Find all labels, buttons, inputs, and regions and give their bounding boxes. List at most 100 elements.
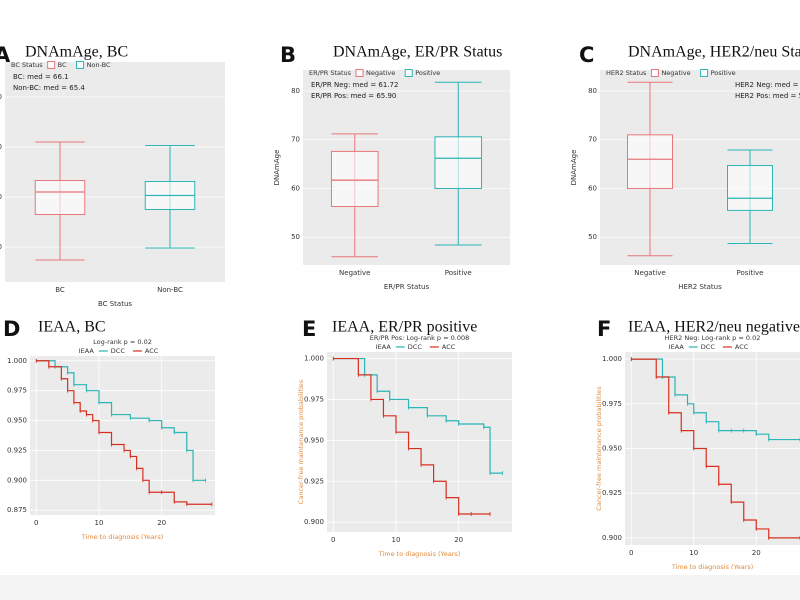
legend-label: BC	[58, 61, 67, 69]
x-tick-label: BC	[55, 286, 65, 294]
y-tick-label: 0.900	[7, 476, 27, 484]
survival-curve	[631, 358, 800, 539]
y-tick-label: 70	[0, 143, 2, 151]
y-tick-label: 0.875	[7, 506, 27, 514]
plot-background	[327, 352, 512, 532]
legend-title: IEAA	[376, 343, 392, 351]
y-tick-label: 0.975	[7, 387, 27, 395]
y-axis-label: DNAmAge	[273, 150, 281, 186]
box	[434, 136, 483, 189]
panel-title: DNAmAge, ER/PR Status	[333, 44, 502, 61]
y-tick-label: 0.950	[304, 436, 324, 444]
x-axis-label: Time to diagnosis (Years)	[671, 563, 754, 571]
y-tick-label: 50	[0, 243, 2, 251]
subtitle: Log-rank p = 0.02	[93, 338, 152, 346]
legend-title: IEAA	[669, 343, 685, 351]
x-tick-label: 10	[689, 549, 698, 557]
x-axis-label: BC Status	[98, 300, 132, 308]
y-tick-label: 1.000	[7, 357, 27, 365]
y-tick-label: 0.975	[304, 395, 324, 403]
y-tick-label: 1.000	[602, 355, 622, 363]
legend-label: Non-BC	[87, 61, 111, 69]
survival-curve	[36, 360, 206, 481]
legend-label: DCC	[111, 347, 126, 355]
annotation: ER/PR Neg: med = 61.72	[311, 81, 398, 89]
legend-title: IEAA	[79, 347, 95, 355]
x-axis-label: HER2 Status	[678, 283, 722, 291]
panel-letter: D	[3, 317, 20, 341]
y-tick-label: 0.950	[602, 445, 622, 453]
legend-swatch	[47, 61, 56, 69]
x-tick-label: Positive	[737, 269, 764, 277]
panel-title: IEAA, ER/PR positive	[332, 319, 477, 336]
legend-label: Negative	[661, 69, 690, 77]
x-tick-label: Negative	[634, 269, 665, 277]
x-tick-label: 0	[34, 519, 38, 527]
y-tick-label: 0.975	[602, 400, 622, 408]
panel-title: DNAmAge, BC	[25, 44, 128, 61]
y-tick-label: 0.900	[304, 518, 324, 526]
panel-letter: B	[280, 43, 296, 67]
panel-letter: A	[0, 43, 11, 67]
legend: IEAA DCC ACC	[669, 343, 749, 351]
legend-label: DCC	[701, 343, 716, 351]
y-tick-label: 0.925	[304, 477, 324, 485]
box	[727, 165, 773, 211]
y-tick-label: 60	[0, 193, 2, 201]
x-axis-label: Time to diagnosis (Years)	[378, 550, 461, 558]
survival-curve	[36, 360, 212, 505]
panel-title: DNAmAge, HER2/neu Status	[628, 44, 800, 61]
x-tick-label: 20	[752, 549, 761, 557]
legend-swatch	[404, 69, 413, 77]
legend: IEAA DCC ACC	[376, 343, 456, 351]
x-tick-label: 10	[392, 536, 401, 544]
y-tick-label: 60	[588, 184, 597, 192]
legend-label: Negative	[366, 69, 395, 77]
legend-label: ACC	[735, 343, 749, 351]
legend-title: BC Status	[11, 61, 43, 69]
x-tick-label: Positive	[445, 269, 472, 277]
legend-title: ER/PR Status	[309, 69, 352, 77]
x-tick-label: 10	[95, 519, 104, 527]
plot-background	[5, 62, 225, 282]
legend-title: HER2 Status	[606, 69, 647, 77]
box	[34, 180, 86, 215]
y-axis-label: DNAmAge	[570, 150, 578, 186]
y-tick-label: 80	[291, 87, 300, 95]
y-axis-label: Cancer-free maintenance probabilities	[297, 379, 305, 504]
legend-label: ACC	[145, 347, 159, 355]
x-tick-label: 20	[454, 536, 463, 544]
x-tick-label: Non-BC	[157, 286, 183, 294]
y-tick-label: 1.000	[304, 355, 324, 363]
panel-letter: F	[597, 317, 611, 341]
annotation: Non-BC: med = 65.4	[13, 84, 85, 92]
y-axis-label: Cancer-free maintenance probabilities	[595, 386, 603, 511]
panel-letter: C	[579, 43, 594, 67]
y-tick-label: 70	[291, 136, 300, 144]
legend-swatch	[650, 69, 659, 77]
subtitle: HER2 Neg: Log-rank p = 0.02	[665, 334, 761, 342]
plot-background	[30, 356, 215, 515]
y-tick-label: 80	[588, 87, 597, 95]
y-tick-label: 0.900	[602, 534, 622, 542]
legend-label: ACC	[442, 343, 456, 351]
x-tick-label: 0	[331, 536, 335, 544]
y-tick-label: 50	[588, 233, 597, 241]
y-tick-label: 80	[0, 93, 2, 101]
box	[330, 150, 379, 208]
box	[627, 134, 673, 189]
annotation: ER/PR Pos: med = 65.90	[311, 92, 396, 100]
y-tick-label: 50	[291, 233, 300, 241]
x-tick-label: Negative	[339, 269, 370, 277]
footer-strip	[0, 575, 800, 600]
legend-swatch	[76, 61, 85, 69]
y-tick-label: 70	[588, 136, 597, 144]
panel-letter: E	[302, 317, 316, 341]
x-axis-label: Time to diagnosis (Years)	[81, 533, 164, 541]
panel-title: IEAA, HER2/neu negative	[628, 319, 800, 336]
y-tick-label: 0.925	[602, 489, 622, 497]
legend: IEAA DCC ACC	[79, 347, 159, 355]
legend-swatch	[355, 69, 364, 77]
panel-title: IEAA, BC	[38, 319, 106, 336]
